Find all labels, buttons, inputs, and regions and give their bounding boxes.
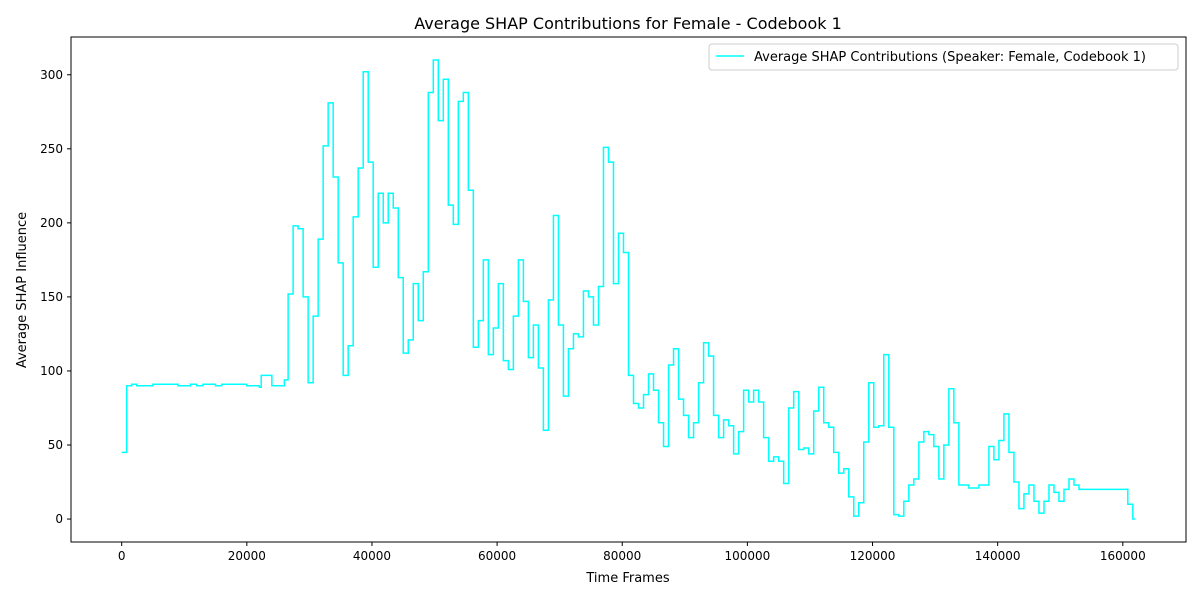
y-tick-label: 0 (55, 512, 63, 526)
legend-label: Average SHAP Contributions (Speaker: Fem… (754, 50, 1146, 65)
chart-title: Average SHAP Contributions for Female - … (414, 14, 842, 33)
x-tick-label: 60000 (478, 549, 516, 563)
legend: Average SHAP Contributions (Speaker: Fem… (708, 43, 1179, 71)
x-tick-label: 140000 (975, 549, 1021, 563)
x-axis: 0 20000 40000 60000 80000 100000 120000 140000 1… (118, 542, 1146, 563)
y-tick-label: 200 (40, 216, 63, 230)
plot-area (121, 59, 1136, 520)
y-axis: 0 50 100 150 200 250 300 (40, 68, 71, 526)
y-tick-label: 50 (48, 438, 63, 452)
y-tick-label: 100 (40, 364, 63, 378)
x-tick-label: 120000 (850, 549, 896, 563)
y-tick-label: 300 (40, 68, 63, 82)
legend-box (708, 43, 1179, 71)
x-tick-label: 160000 (1100, 549, 1146, 563)
x-tick-label: 100000 (724, 549, 770, 563)
y-tick-label: 150 (40, 290, 63, 304)
y-axis-label: Average SHAP Influence (15, 212, 30, 368)
x-axis-label: Time Frames (585, 571, 669, 586)
x-tick-label: 40000 (353, 549, 391, 563)
x-tick-label: 0 (118, 549, 126, 563)
x-tick-label: 80000 (603, 549, 641, 563)
y-tick-label: 250 (40, 142, 63, 156)
series-line-0 (121, 59, 1136, 520)
x-tick-label: 20000 (228, 549, 266, 563)
plot-frame (70, 36, 1187, 543)
